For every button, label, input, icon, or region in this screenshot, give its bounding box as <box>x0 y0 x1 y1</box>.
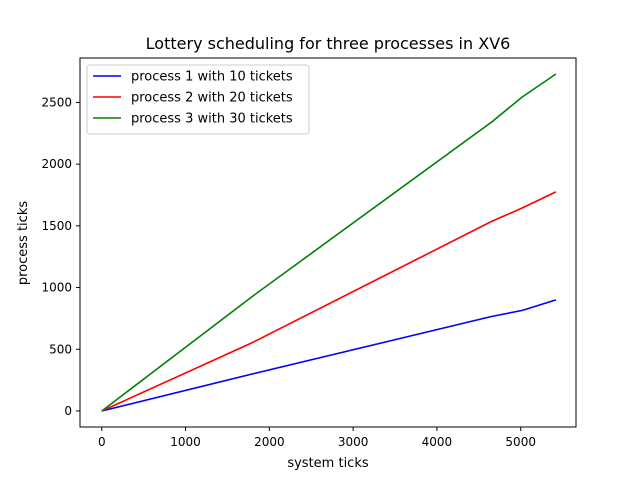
y-axis-label: process ticks <box>16 201 31 285</box>
series-line-process-1 <box>101 299 557 412</box>
y-tick-label: 500 <box>49 342 72 356</box>
series-line-process-2 <box>101 191 557 412</box>
y-tick-label: 2500 <box>41 95 72 109</box>
x-tick-label: 3000 <box>338 435 369 449</box>
x-tick-label: 4000 <box>422 435 453 449</box>
x-tick-label: 2000 <box>254 435 285 449</box>
legend-label: process 2 with 20 tickets <box>131 91 293 106</box>
series-lines <box>101 73 557 412</box>
x-axis-label: system ticks <box>287 456 369 471</box>
axis-ticks: 0 1000 2000 3000 4000 5000 0 500 1000 1500 2000 250… <box>41 95 536 449</box>
legend: process 1 with 10 tickets process 2 with … <box>86 64 310 135</box>
y-tick-label: 1500 <box>41 219 72 233</box>
x-tick-label: 1000 <box>170 435 201 449</box>
y-tick-label: 0 <box>64 404 72 418</box>
legend-label: process 1 with 10 tickets <box>131 70 293 85</box>
chart-title: Lottery scheduling for three processes i… <box>146 34 511 53</box>
y-tick-label: 1000 <box>41 281 72 295</box>
y-tick-label: 2000 <box>41 157 72 171</box>
legend-box <box>86 64 310 135</box>
x-tick-label: 0 <box>98 435 106 449</box>
x-tick-label: 5000 <box>505 435 536 449</box>
legend-label: process 3 with 30 tickets <box>131 112 293 127</box>
plot-frame <box>79 57 577 428</box>
series-line-process-3 <box>101 73 557 412</box>
